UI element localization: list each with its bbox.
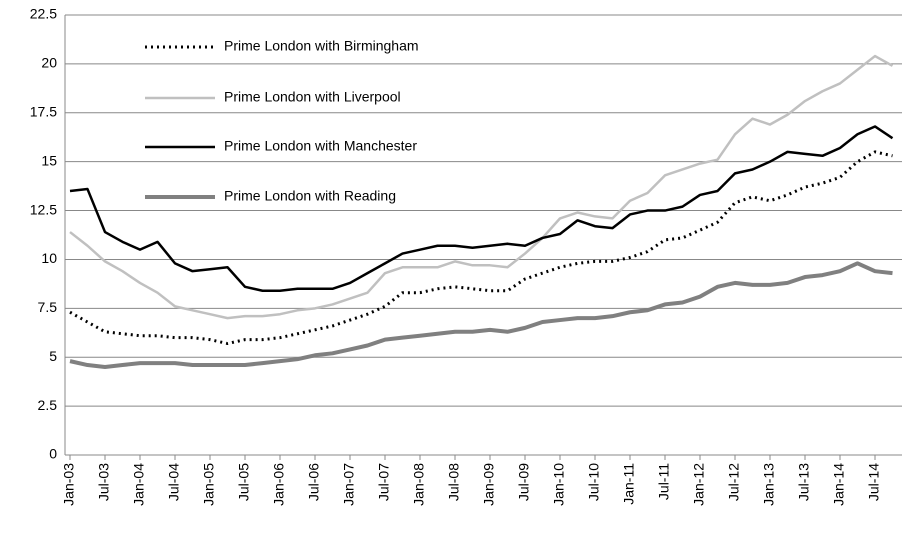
x-tick-label: Jan-03 xyxy=(61,463,77,506)
y-tick-label: 15 xyxy=(41,152,57,168)
x-tick-label: Jan-13 xyxy=(761,463,777,506)
y-tick-label: 2.5 xyxy=(38,397,58,413)
series-line xyxy=(69,261,893,369)
x-tick-label: Jul-10 xyxy=(586,463,602,501)
series-line xyxy=(69,125,894,292)
x-tick-label: Jul-05 xyxy=(236,463,252,501)
x-tick-label: Jan-08 xyxy=(411,463,427,506)
x-tick-label: Jan-09 xyxy=(481,463,497,506)
y-tick-label: 10 xyxy=(41,250,57,266)
y-tick-label: 17.5 xyxy=(30,103,57,119)
y-tick-label: 22.5 xyxy=(30,6,57,22)
x-tick-label: Jul-08 xyxy=(446,463,462,501)
x-tick-label: Jul-13 xyxy=(796,463,812,501)
x-tick-label: Jul-06 xyxy=(306,463,322,501)
y-tick-label: 12.5 xyxy=(30,201,57,217)
legend-label: Prime London with Birmingham xyxy=(224,38,419,54)
x-tick-label: Jan-05 xyxy=(201,463,217,506)
legend-label: Prime London with Manchester xyxy=(224,138,417,154)
y-tick-label: 20 xyxy=(41,55,57,71)
x-tick-label: Jul-14 xyxy=(866,463,882,501)
x-tick-label: Jan-11 xyxy=(621,463,637,505)
y-tick-label: 0 xyxy=(49,446,57,462)
x-tick-label: Jan-12 xyxy=(691,463,707,506)
x-tick-label: Jan-14 xyxy=(831,463,847,506)
x-tick-label: Jan-04 xyxy=(131,463,147,506)
x-tick-label: Jul-12 xyxy=(726,463,742,501)
x-tick-label: Jan-06 xyxy=(271,463,287,506)
x-tick-label: Jan-07 xyxy=(341,463,357,506)
x-tick-label: Jul-09 xyxy=(516,463,532,501)
legend-label: Prime London with Liverpool xyxy=(224,89,401,105)
x-tick-label: Jul-11 xyxy=(656,463,672,500)
x-tick-label: Jul-03 xyxy=(96,463,112,501)
x-tick-label: Jul-04 xyxy=(166,463,182,501)
y-tick-label: 5 xyxy=(49,348,57,364)
x-tick-label: Jul-07 xyxy=(376,463,392,501)
series-line xyxy=(69,150,893,346)
series-line xyxy=(69,54,894,320)
legend-label: Prime London with Reading xyxy=(224,188,396,204)
y-tick-label: 7.5 xyxy=(38,299,58,315)
x-tick-label: Jan-10 xyxy=(551,463,567,506)
